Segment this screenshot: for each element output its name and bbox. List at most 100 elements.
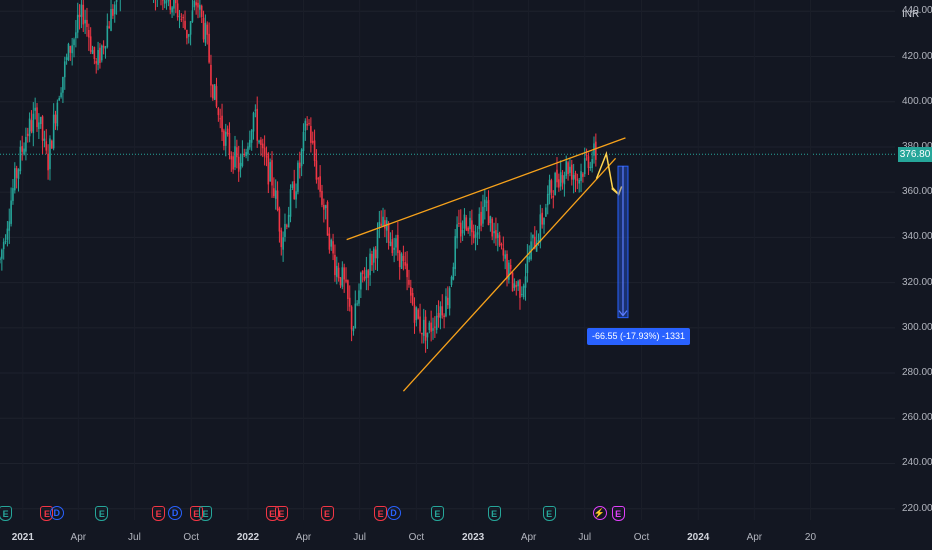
candle-body xyxy=(93,47,96,59)
candle-body xyxy=(273,188,275,197)
candle-body xyxy=(406,263,408,278)
candle-body xyxy=(23,148,25,155)
candle-body xyxy=(311,141,314,143)
candle-body xyxy=(32,113,35,134)
candle-body xyxy=(404,261,407,266)
candle-body xyxy=(224,131,227,146)
candle-body xyxy=(469,217,471,230)
candle-body xyxy=(398,250,401,268)
candle-body xyxy=(319,176,321,192)
candle-body xyxy=(102,45,105,48)
candle-body xyxy=(186,29,188,39)
dividend-event-icon[interactable]: D xyxy=(49,506,64,520)
candle-body xyxy=(335,265,338,277)
candle-body xyxy=(591,158,593,168)
candle-body xyxy=(419,316,421,332)
candle-body xyxy=(89,36,92,52)
candle-body xyxy=(480,211,482,226)
candle-body xyxy=(19,146,22,172)
candle-body xyxy=(409,287,412,296)
candle-body xyxy=(463,214,466,229)
earnings-event-icon[interactable]: E xyxy=(199,506,213,521)
candle-body xyxy=(171,7,173,13)
earnings-event-icon[interactable]: E xyxy=(487,506,501,521)
candle-body xyxy=(295,191,297,200)
candle-body xyxy=(315,160,318,180)
dividend-event-icon[interactable]: D xyxy=(386,506,401,520)
candle-body xyxy=(485,201,488,203)
candle-body xyxy=(25,136,27,152)
candle-body xyxy=(258,140,260,143)
candle-body xyxy=(426,332,429,338)
candle-body xyxy=(526,256,529,274)
candle-body xyxy=(382,216,384,227)
candle-body xyxy=(498,235,501,246)
candle-body xyxy=(69,46,72,53)
candle-body xyxy=(532,234,534,239)
candle-body xyxy=(12,188,14,202)
candle-body xyxy=(522,285,525,298)
candle-body xyxy=(337,267,340,279)
candle-body xyxy=(228,133,231,155)
candle-body xyxy=(324,205,327,209)
candle-body xyxy=(247,146,249,155)
earnings-event-icon[interactable]: E xyxy=(189,506,203,521)
earnings-event-icon[interactable]: E xyxy=(95,506,109,521)
projection-path xyxy=(595,151,620,195)
candle-body xyxy=(95,61,98,64)
candle-body xyxy=(574,172,577,179)
candle-body xyxy=(271,160,273,186)
candle-body xyxy=(284,223,286,237)
candle-body xyxy=(300,149,303,167)
candle-body xyxy=(100,45,103,61)
candle-body xyxy=(554,173,556,196)
earnings-event-icon[interactable]: E xyxy=(430,506,444,521)
candle-body xyxy=(197,2,199,8)
candle-body xyxy=(348,297,351,307)
candle-body xyxy=(471,220,473,233)
candle-body xyxy=(587,156,590,168)
candle-body xyxy=(265,156,268,158)
candle-body xyxy=(411,292,414,305)
candle-body xyxy=(36,107,38,128)
candle-body xyxy=(280,230,283,248)
candle-body xyxy=(458,222,460,224)
dividend-event-icon[interactable]: D xyxy=(168,506,183,520)
candle-body xyxy=(15,167,18,178)
earnings-event-icon[interactable]: E xyxy=(320,506,334,521)
candle-body xyxy=(537,240,540,243)
candle-body xyxy=(395,238,397,248)
candle-body xyxy=(435,315,438,330)
earnings-event-icon[interactable]: E xyxy=(274,506,288,521)
currency-label: INR xyxy=(902,9,920,20)
split-event-icon[interactable]: ⚡ xyxy=(592,506,607,520)
earnings-event-icon[interactable]: E xyxy=(611,506,625,521)
candle-body xyxy=(361,270,364,275)
candle-body xyxy=(352,328,355,332)
earnings-event-icon[interactable]: E xyxy=(0,506,13,521)
candle-body xyxy=(558,179,560,188)
last-price-tag: 376.80 xyxy=(898,147,932,163)
price-tick-label: 220.00 xyxy=(902,502,932,514)
candle-body xyxy=(533,236,536,249)
candle-body xyxy=(108,26,110,29)
candle-body xyxy=(367,270,370,278)
time-tick-label: Oct xyxy=(408,532,425,543)
candle-body xyxy=(223,130,225,146)
candle-body xyxy=(17,169,20,179)
earnings-event-icon[interactable]: E xyxy=(152,506,166,521)
earnings-event-icon[interactable]: E xyxy=(374,506,388,521)
time-tick-label: 2021 xyxy=(11,532,34,543)
candle-body xyxy=(572,175,575,180)
earnings-event-icon[interactable]: E xyxy=(542,506,556,521)
candle-body xyxy=(511,272,514,292)
earnings-event-icon[interactable]: E xyxy=(265,506,279,521)
candle-body xyxy=(484,199,486,208)
candle-body xyxy=(496,233,499,239)
candle-body xyxy=(30,120,33,132)
candle-body xyxy=(75,32,77,39)
candle-body xyxy=(445,296,447,317)
candle-body xyxy=(189,21,192,35)
candle-body xyxy=(178,16,181,18)
